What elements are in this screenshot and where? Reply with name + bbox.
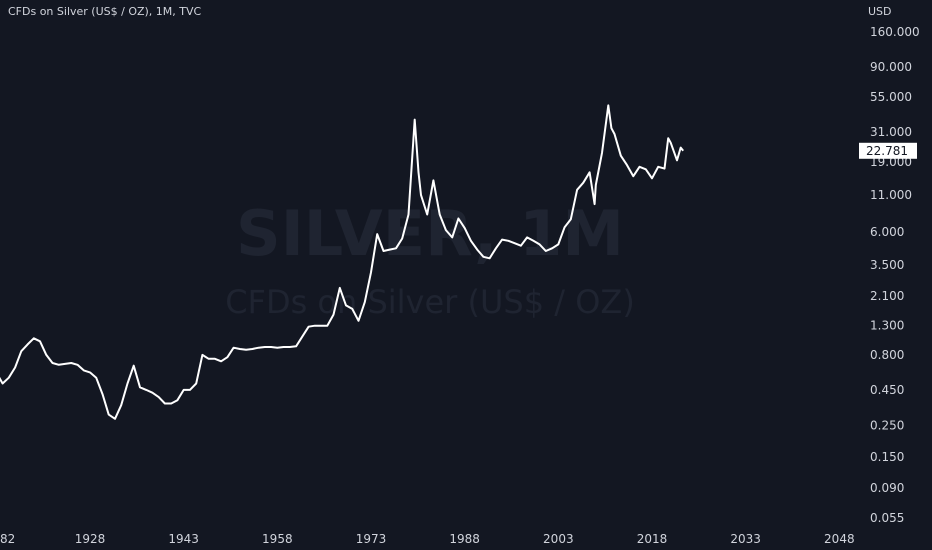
price-tick-label: 0.090 — [870, 481, 904, 495]
price-tick-label: 90.000 — [870, 60, 912, 74]
price-tick-label: 0.450 — [870, 383, 904, 397]
price-tick-label: 55.000 — [870, 90, 912, 104]
price-tick-label: 1.300 — [870, 318, 904, 332]
time-axis[interactable]: 82 1928 1943 1958 1973 1988 2003 2018 2033 2048 — [0, 532, 855, 546]
last-price-badge — [859, 142, 917, 159]
watermark-symbol: SILVER, 1M — [236, 197, 624, 270]
price-tick-label: 2.100 — [870, 289, 904, 303]
time-tick-label: 1973 — [356, 532, 387, 546]
time-tick-label: 1928 — [75, 532, 106, 546]
time-tick-label: 2003 — [543, 532, 574, 546]
time-tick-label: 1958 — [262, 532, 293, 546]
time-tick-label: 2018 — [637, 532, 668, 546]
last-price-label-group: 22.781 — [859, 142, 917, 159]
price-tick-label: 11.000 — [870, 188, 912, 202]
price-tick-label: 3.500 — [870, 258, 904, 272]
currency-label[interactable]: USD — [868, 5, 892, 18]
time-tick-label: 2033 — [730, 532, 761, 546]
time-tick-label: 82 — [0, 532, 15, 546]
price-line-group — [0, 104, 684, 420]
price-tick-label: 0.250 — [870, 419, 904, 433]
price-tick-label: 0.150 — [870, 450, 904, 464]
time-tick-label: 1988 — [449, 532, 480, 546]
symbol-legend[interactable]: CFDs on Silver (US$ / OZ), 1M, TVC — [8, 5, 202, 18]
price-tick-label: 31.000 — [870, 125, 912, 139]
price-tick-label: 6.000 — [870, 225, 904, 239]
price-axis[interactable]: 0.055 0.090 0.150 0.250 0.450 0.800 1.300 2.100… — [870, 25, 920, 525]
watermark-description: CFDs on Silver (US$ / OZ) — [225, 283, 635, 321]
time-tick-label: 1943 — [168, 532, 199, 546]
watermark: SILVER, 1M CFDs on Silver (US$ / OZ) — [225, 197, 635, 321]
series-line-silver[interactable] — [0, 104, 684, 420]
price-tick-label: 0.800 — [870, 348, 904, 362]
last-price-label: 22.781 — [866, 144, 908, 158]
price-tick-label: 160.000 — [870, 25, 920, 39]
price-tick-label: 0.055 — [870, 511, 904, 525]
time-tick-label: 2048 — [824, 532, 855, 546]
